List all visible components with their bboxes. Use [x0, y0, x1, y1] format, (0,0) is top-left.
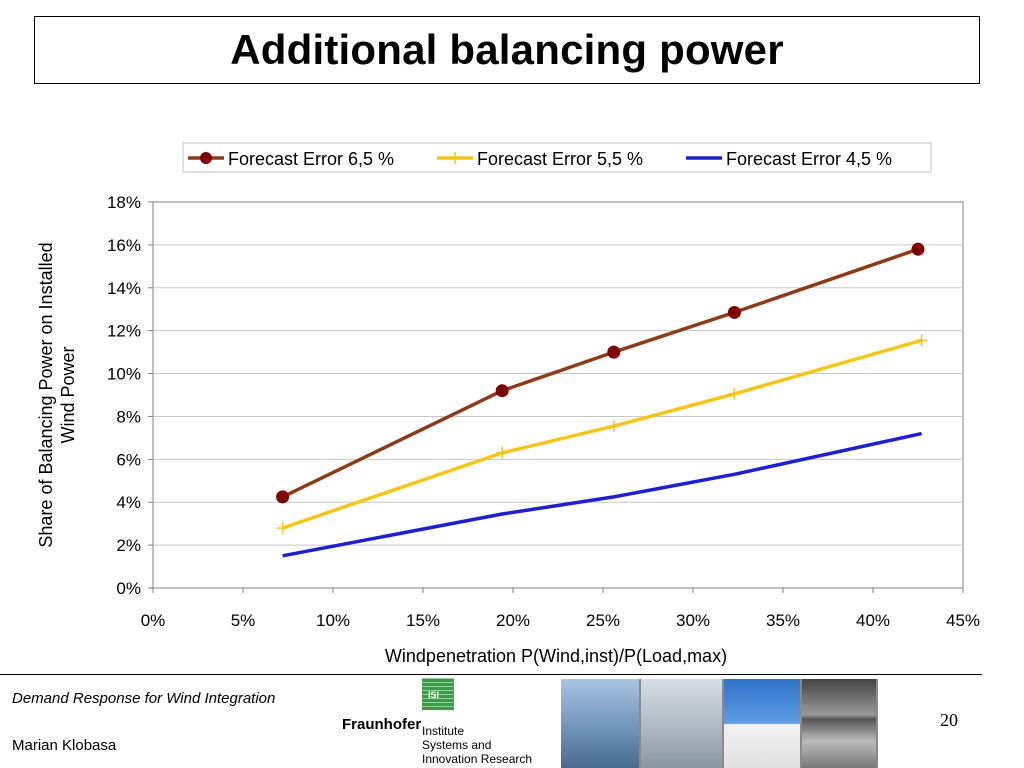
series-line — [282, 431, 922, 558]
x-tick-label: 20% — [496, 611, 530, 630]
logo-institute-line: Systems and — [422, 738, 492, 752]
footer-project-title: Demand Response for Wind Integration — [12, 690, 276, 707]
data-point — [915, 334, 928, 347]
data-point — [911, 242, 925, 256]
data-point — [727, 305, 741, 319]
wind-turbines-photo — [561, 679, 639, 768]
y-axis-label-line: Share of Balancing Power on Installed — [36, 242, 56, 547]
x-tick-label: 5% — [231, 611, 256, 630]
line-chart: 0% 2% 4% 6% 8% 10% 12% 14% 16% 18% 0% 5% 10% 15% 20% 25… — [36, 142, 980, 666]
data-point — [495, 384, 509, 398]
power-pylons-photo — [641, 679, 722, 768]
data-point — [276, 521, 289, 534]
x-tick-label: 15% — [406, 611, 440, 630]
y-tick-label: 16% — [107, 236, 141, 255]
data-point — [607, 345, 621, 359]
x-axis-label: Windpenetration P(Wind,inst)/P(Load,max) — [385, 646, 727, 666]
page-number: 20 — [940, 710, 958, 730]
x-tick-label: 35% — [766, 611, 800, 630]
footer-divider — [0, 674, 982, 675]
y-tick-label: 14% — [107, 279, 141, 298]
legend-label: Forecast Error 6,5 % — [228, 149, 394, 169]
legend-label: Forecast Error 5,5 % — [477, 149, 643, 169]
y-tick-label: 10% — [107, 365, 141, 384]
y-tick-label: 4% — [116, 493, 141, 512]
data-point — [728, 387, 741, 400]
plot-area — [152, 201, 964, 589]
x-tick-label: 40% — [856, 611, 890, 630]
logo-institute-line: Institute — [422, 724, 465, 738]
fraunhofer-isi-logo: ISI Fraunhofer Institute Systems and Inn… — [338, 676, 548, 768]
market-trading-photo — [802, 679, 876, 768]
y-tick-label: 2% — [116, 536, 141, 555]
x-tick-label: 45% — [946, 611, 980, 630]
slide-title: Additional balancing power — [230, 26, 784, 73]
data-point — [496, 446, 509, 459]
cooling-tower-photo — [724, 679, 800, 768]
isi-badge: ISI — [428, 690, 440, 700]
y-tick-label: 8% — [116, 407, 141, 426]
y-axis-label-line: Wind Power — [58, 346, 78, 443]
slide-title-box: Additional balancing power — [34, 16, 980, 84]
y-tick-label: 12% — [107, 322, 141, 341]
footer-author: Marian Klobasa — [12, 737, 117, 754]
data-point — [607, 420, 620, 433]
y-tick-label: 18% — [107, 193, 141, 212]
legend-box — [182, 142, 932, 173]
data-point — [276, 490, 290, 504]
logo-institute-line: Innovation Research — [422, 752, 533, 766]
legend-marker — [200, 152, 212, 164]
legend: Forecast Error 6,5 % Forecast Error 5,5 %… — [182, 142, 932, 173]
logo-institute-text: Institute Systems and Innovation Researc… — [422, 724, 532, 766]
x-tick-label: 0% — [141, 611, 166, 630]
x-tick-label: 30% — [676, 611, 710, 630]
legend-marker — [449, 152, 461, 164]
isi-grid-icon — [422, 678, 454, 710]
logo-brand: Fraunhofer — [342, 716, 422, 733]
x-tick-label: 10% — [316, 611, 350, 630]
legend-label: Forecast Error 4,5 % — [726, 149, 892, 169]
y-tick-label: 6% — [116, 450, 141, 469]
x-tick-label: 25% — [586, 611, 620, 630]
footer-photo-strip — [561, 679, 878, 768]
y-tick-label: 0% — [116, 579, 141, 598]
y-axis-label: Share of Balancing Power on Installed Win… — [36, 242, 78, 547]
